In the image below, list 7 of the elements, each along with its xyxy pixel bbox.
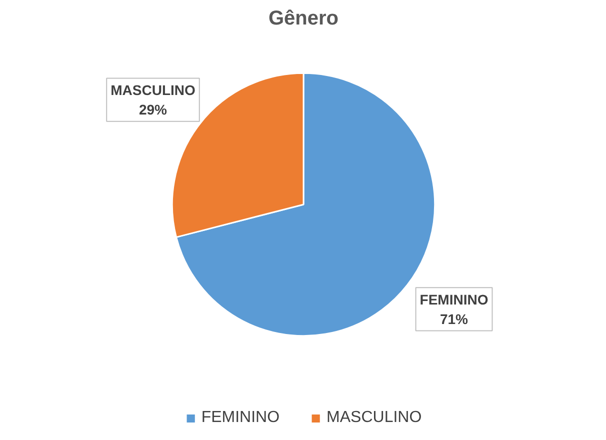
data-label: 71% xyxy=(440,310,469,327)
data-label: 29% xyxy=(138,101,168,118)
slice-label: MASCULINO xyxy=(110,82,196,98)
legend-label: MASCULINO xyxy=(326,409,422,427)
legend-label: FEMININO xyxy=(201,409,280,427)
chart-title: Gênero xyxy=(268,8,339,30)
slice-label: FEMININO xyxy=(420,292,488,308)
